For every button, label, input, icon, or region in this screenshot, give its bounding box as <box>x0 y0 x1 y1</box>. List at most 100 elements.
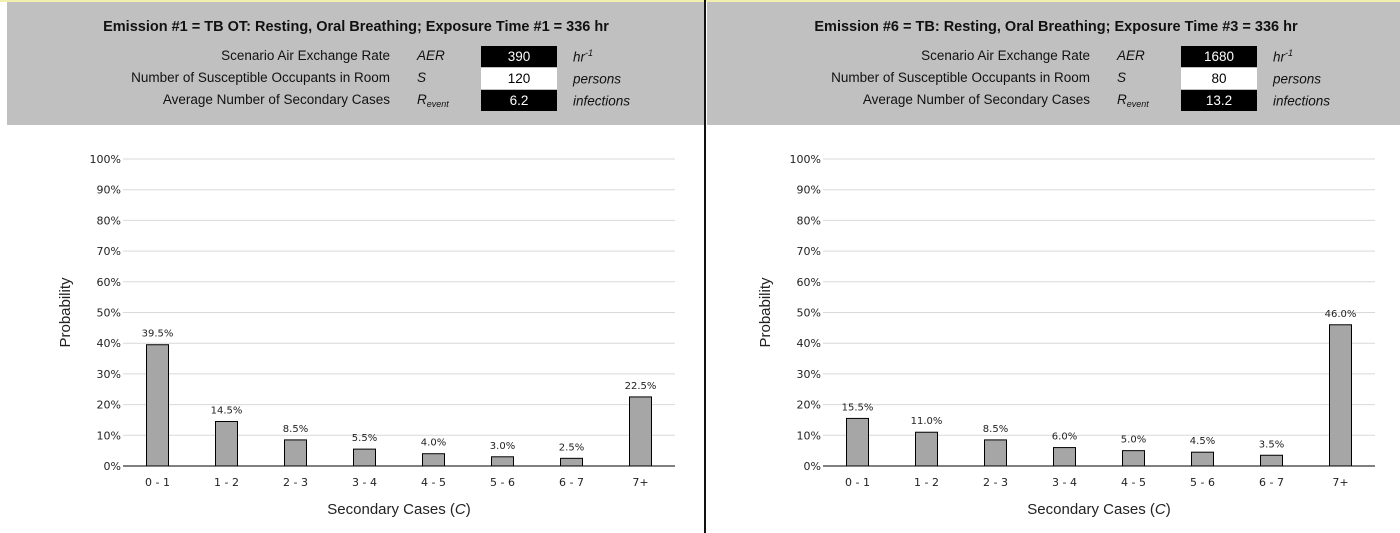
x-tick-label: 1 - 2 <box>214 476 239 489</box>
y-tick-label: 40% <box>797 337 821 350</box>
x-tick-label: 5 - 6 <box>1190 476 1215 489</box>
y-axis-label: Probability <box>757 277 774 348</box>
x-tick-label: 7+ <box>632 476 648 489</box>
bar <box>1191 451 1214 467</box>
x-tick-label: 4 - 5 <box>421 476 446 489</box>
y-tick-label: 40% <box>97 337 121 350</box>
param-row-aer: Scenario Air Exchange Rate AER 390 hr-1 <box>7 46 705 68</box>
x-tick-label: 6 - 7 <box>559 476 584 489</box>
bar <box>629 396 652 467</box>
param-label: Number of Susceptible Occupants in Room <box>131 70 390 85</box>
y-tick-label: 0% <box>804 460 821 473</box>
y-tick-label: 90% <box>97 184 121 197</box>
panel-1-title: Emission #1 = TB OT: Resting, Oral Breat… <box>103 19 609 35</box>
panel-divider <box>704 0 706 533</box>
param-value-cell[interactable]: 80 <box>1181 68 1257 89</box>
scenario-panel-2: Emission #6 = TB: Resting, Oral Breathin… <box>707 2 1400 533</box>
bar <box>353 448 376 467</box>
param-row-occupants: Number of Susceptible Occupants in Room … <box>707 68 1400 90</box>
x-tick-label: 2 - 3 <box>283 476 308 489</box>
x-axis-label: Secondary Cases (C) <box>327 501 470 518</box>
param-label: Average Number of Secondary Cases <box>162 92 390 107</box>
param-symbol: AER <box>417 48 445 63</box>
y-tick-label: 100% <box>790 153 821 166</box>
param-unit: persons <box>1273 71 1322 87</box>
bar <box>146 344 169 467</box>
data-label: 11.0% <box>911 416 943 427</box>
data-label: 14.5% <box>211 405 243 416</box>
y-tick-label: 10% <box>797 429 821 442</box>
x-tick-label: 3 - 4 <box>352 476 377 489</box>
data-label: 8.5% <box>983 424 1008 435</box>
bar <box>491 456 514 467</box>
x-tick-label: 4 - 5 <box>1121 476 1146 489</box>
param-symbol: Revent <box>417 92 449 109</box>
param-value-cell[interactable]: 6.2 <box>481 90 557 111</box>
data-label: 6.0% <box>1052 432 1077 443</box>
data-label: 8.5% <box>283 424 308 435</box>
probability-bar-chart-1: 0% 10% 20% 30% 40% 50% 60% 70% 80% 90% 100% 39.5% 0 … <box>57 153 675 518</box>
data-label: 46.0% <box>1325 309 1357 320</box>
x-tick-label: 1 - 2 <box>914 476 939 489</box>
y-tick-label: 20% <box>97 399 121 412</box>
param-row-secondary-cases: Average Number of Secondary Cases Revent… <box>707 90 1400 112</box>
x-tick-label: 0 - 1 <box>845 476 870 489</box>
param-symbol: AER <box>1117 48 1145 63</box>
bar <box>215 420 238 467</box>
param-label: Scenario Air Exchange Rate <box>221 48 390 63</box>
data-label: 2.5% <box>559 442 584 453</box>
y-axis-label: Probability <box>57 277 74 348</box>
param-unit: hr-1 <box>573 48 594 65</box>
param-label: Average Number of Secondary Cases <box>862 92 1090 107</box>
y-tick-label: 90% <box>797 184 821 197</box>
x-tick-label: 5 - 6 <box>490 476 515 489</box>
top-border <box>0 0 1400 2</box>
panel-2-title: Emission #6 = TB: Resting, Oral Breathin… <box>814 19 1298 35</box>
param-row-occupants: Number of Susceptible Occupants in Room … <box>7 68 705 90</box>
y-tick-label: 30% <box>97 368 121 381</box>
param-unit: hr-1 <box>1273 48 1294 65</box>
data-label: 39.5% <box>142 329 174 340</box>
scenario-panel-1: Emission #1 = TB OT: Resting, Oral Breat… <box>7 2 705 533</box>
y-tick-label: 80% <box>797 214 821 227</box>
bar <box>1053 447 1076 467</box>
y-tick-label: 60% <box>797 276 821 289</box>
param-label: Number of Susceptible Occupants in Room <box>831 70 1090 85</box>
y-tick-label: 50% <box>797 307 821 320</box>
param-value-cell[interactable]: 120 <box>481 68 557 89</box>
y-tick-label: 60% <box>97 276 121 289</box>
x-axis-label: Secondary Cases (C) <box>1027 501 1170 518</box>
param-value-cell[interactable]: 1680 <box>1181 46 1257 67</box>
x-tick-label: 3 - 4 <box>1052 476 1077 489</box>
y-tick-label: 70% <box>97 245 121 258</box>
y-tick-label: 20% <box>797 399 821 412</box>
bar <box>1260 454 1283 467</box>
data-label: 4.0% <box>421 438 446 449</box>
param-value-cell[interactable]: 390 <box>481 46 557 67</box>
bar <box>560 457 583 467</box>
bar <box>915 431 938 467</box>
param-unit: infections <box>573 93 631 109</box>
data-label: 15.5% <box>842 402 874 413</box>
y-tick-label: 0% <box>104 460 121 473</box>
data-label: 4.5% <box>1190 436 1215 447</box>
param-symbol: Revent <box>1117 92 1149 109</box>
param-row-secondary-cases: Average Number of Secondary Cases Revent… <box>7 90 705 112</box>
x-tick-label: 6 - 7 <box>1259 476 1284 489</box>
probability-bar-chart-2: 0% 10% 20% 30% 40% 50% 60% 70% 80% 90% 100% 15.5% 0 … <box>757 153 1375 518</box>
bar <box>422 453 445 467</box>
data-label: 22.5% <box>625 381 657 392</box>
y-tick-label: 30% <box>797 368 821 381</box>
x-tick-label: 0 - 1 <box>145 476 170 489</box>
bar <box>1329 324 1352 467</box>
y-tick-label: 10% <box>97 429 121 442</box>
y-tick-label: 70% <box>797 245 821 258</box>
param-symbol: S <box>417 70 427 85</box>
data-label: 5.0% <box>1121 435 1146 446</box>
x-tick-label: 7+ <box>1332 476 1348 489</box>
data-label: 3.0% <box>490 441 515 452</box>
panel-1-header: Emission #1 = TB OT: Resting, Oral Breat… <box>7 2 705 125</box>
x-tick-label: 2 - 3 <box>983 476 1008 489</box>
param-row-aer: Scenario Air Exchange Rate AER 1680 hr-1 <box>707 46 1400 68</box>
param-value-cell[interactable]: 13.2 <box>1181 90 1257 111</box>
